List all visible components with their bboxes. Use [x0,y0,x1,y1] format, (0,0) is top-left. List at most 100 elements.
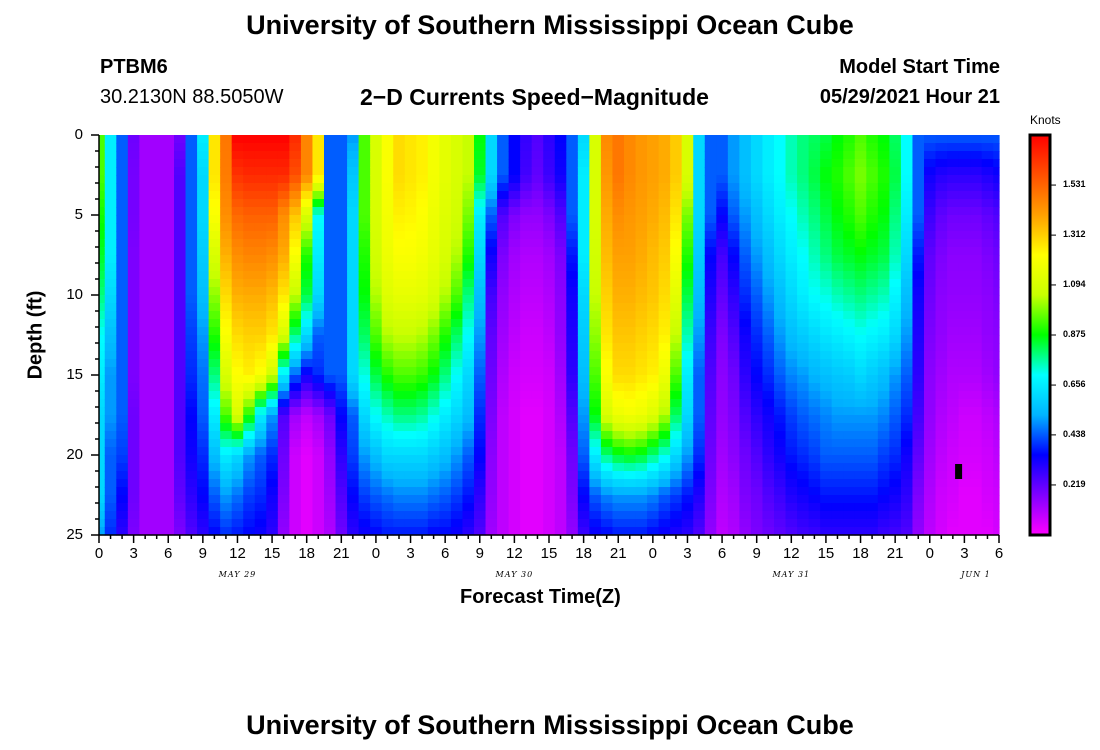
heatmap-cell [670,191,683,200]
heatmap-cell [497,271,510,280]
heatmap-cell [197,407,210,416]
heatmap-cell [704,415,717,424]
heatmap-cell [289,223,302,232]
heatmap-cell [924,303,937,312]
heatmap-cell [554,343,567,352]
heatmap-cell [704,271,717,280]
heatmap-cell [785,199,798,208]
heatmap-cell [174,287,187,296]
heatmap-cell [174,503,187,512]
heatmap-cell [970,463,983,472]
heatmap-cell [324,519,337,528]
heatmap-cell [785,447,798,456]
heatmap-cell [947,359,960,368]
heatmap-cell [589,391,602,400]
heatmap-cell [958,487,971,496]
heatmap-cell [450,487,464,496]
heatmap-cell [889,455,902,464]
heatmap-cell [543,503,556,512]
heatmap-cell [635,439,648,448]
heatmap-cell [808,343,821,352]
heatmap-cell [439,215,452,224]
heatmap-cell [139,175,152,184]
heatmap-cell [739,351,752,360]
heatmap-cell [185,399,198,408]
heatmap-cell [243,471,256,480]
heatmap-cell [785,471,798,480]
heatmap-cell [750,223,764,232]
heatmap-cell [416,295,429,304]
heatmap-cell [485,303,498,312]
heatmap-cell [220,503,233,512]
heatmap-cell [693,271,706,280]
heatmap-cell [612,367,625,376]
heatmap-cell [600,463,614,472]
heatmap-cell [589,183,602,192]
heatmap-cell [658,143,671,152]
heatmap-cell [381,423,394,432]
heatmap-cell [762,255,775,264]
heatmap-cell [381,327,394,336]
heatmap-cell [404,239,417,248]
heatmap-cell [497,207,510,216]
heatmap-cell [600,167,614,176]
heatmap-cell [427,511,440,520]
heatmap-cell [162,319,175,328]
heatmap-cell [531,503,544,512]
heatmap-cell [681,463,694,472]
heatmap-cell [577,271,590,280]
heatmap-cell [935,319,948,328]
heatmap-cell [820,279,833,288]
heatmap-cell [162,335,175,344]
heatmap-cell [981,143,994,152]
heatmap-cell [277,439,290,448]
heatmap-cell [531,263,544,272]
heatmap-cell [162,423,175,432]
heatmap-cell [508,271,521,280]
heatmap-cell [808,471,821,480]
heatmap-cell [99,255,106,264]
heatmap-cell [162,167,175,176]
heatmap-cell [520,151,533,160]
heatmap-cell [393,167,406,176]
heatmap-cell [450,447,464,456]
heatmap-cell [981,239,994,248]
heatmap-cell [370,431,383,440]
heatmap-cell [127,199,140,208]
heatmap-cell [981,287,994,296]
heatmap-cell [427,239,440,248]
heatmap-cell [612,479,625,488]
heatmap-cell [497,247,510,256]
heatmap-cell [958,447,971,456]
heatmap-cell [716,287,729,296]
heatmap-cell [577,311,590,320]
heatmap-cell [220,271,233,280]
heatmap-cell [889,255,902,264]
heatmap-cell [277,263,290,272]
heatmap-cell [947,447,960,456]
heatmap-cell [739,143,752,152]
heatmap-cell [150,159,164,168]
heatmap-cell [174,215,187,224]
heatmap-cell [785,439,798,448]
heatmap-cell [116,303,129,312]
heatmap-cell [670,471,683,480]
x-tick-label: 3 [129,545,138,562]
heatmap-cell [670,343,683,352]
heatmap-cell [358,359,371,368]
heatmap-cell [635,319,648,328]
heatmap-cell [358,479,371,488]
heatmap-cell [808,327,821,336]
heatmap-cell [185,527,198,536]
heatmap-cell [831,303,844,312]
heatmap-cell [185,391,198,400]
heatmap-cell [900,335,914,344]
heatmap-cell [231,423,244,432]
heatmap-cell [866,343,879,352]
heatmap-cell [185,135,198,144]
heatmap-cell [854,215,867,224]
heatmap-cell [324,351,337,360]
heatmap-cell [970,191,983,200]
heatmap-cell [750,383,764,392]
heatmap-cell [324,471,337,480]
